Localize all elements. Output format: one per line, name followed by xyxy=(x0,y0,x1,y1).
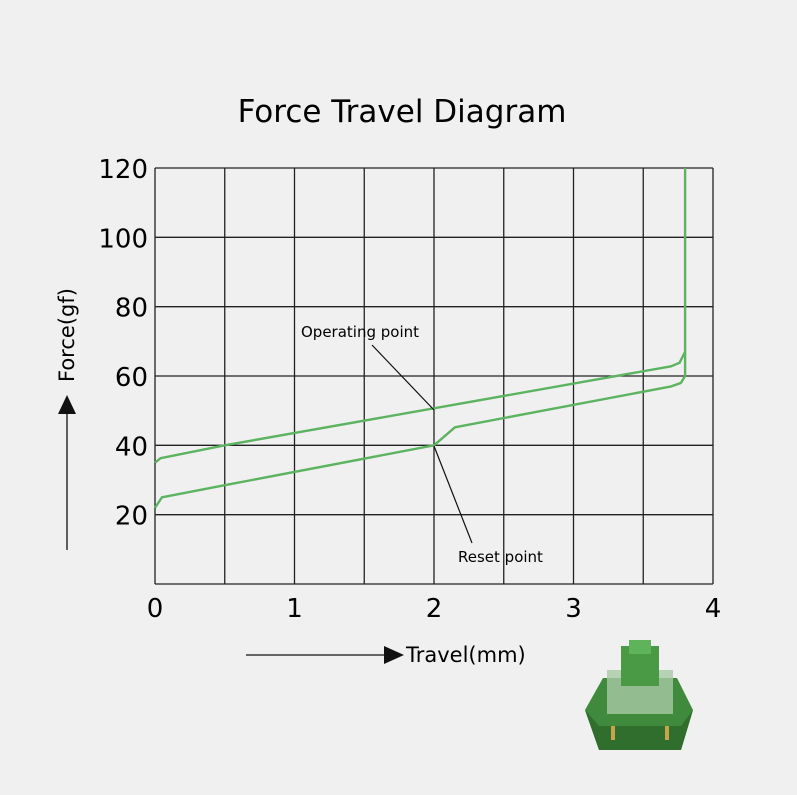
chart-title: Force Travel Diagram xyxy=(238,94,567,130)
annotation-leader-line xyxy=(371,344,435,411)
x-tick-label: 0 xyxy=(147,594,164,624)
y-tick-label: 100 xyxy=(98,224,148,254)
x-arrow-head-icon xyxy=(384,646,404,664)
x-axis-title: Travel(mm) xyxy=(405,643,526,667)
x-tick-label: 1 xyxy=(286,594,303,624)
y-tick-label: 20 xyxy=(115,502,148,532)
y-axis-label: Force(gf) xyxy=(55,288,79,550)
annotation-operating-point: Operating point xyxy=(301,323,435,411)
y-tick-label: 40 xyxy=(115,432,148,462)
annotation-label: Operating point xyxy=(301,323,419,341)
y-arrow-head-icon xyxy=(58,395,76,414)
tick-labels: 20 40 60 80 100 120 0 1 2 3 4 xyxy=(98,155,721,624)
x-tick-label: 4 xyxy=(705,594,722,624)
x-tick-label: 2 xyxy=(426,594,443,624)
y-tick-label: 120 xyxy=(98,155,148,185)
switch-image xyxy=(585,640,693,750)
x-axis-label: Travel(mm) xyxy=(246,643,526,667)
series-group xyxy=(154,168,687,509)
y-tick-label: 60 xyxy=(115,363,148,393)
y-axis-title: Force(gf) xyxy=(55,288,79,382)
annotation-leader-line xyxy=(433,445,473,544)
annotation-reset-point: Reset point xyxy=(433,445,543,566)
annotation-label: Reset point xyxy=(458,548,543,566)
grid xyxy=(154,167,714,585)
y-tick-label: 80 xyxy=(115,294,148,324)
series-line-2 xyxy=(154,351,687,509)
x-tick-label: 3 xyxy=(565,594,582,624)
series-line-1 xyxy=(154,168,687,464)
